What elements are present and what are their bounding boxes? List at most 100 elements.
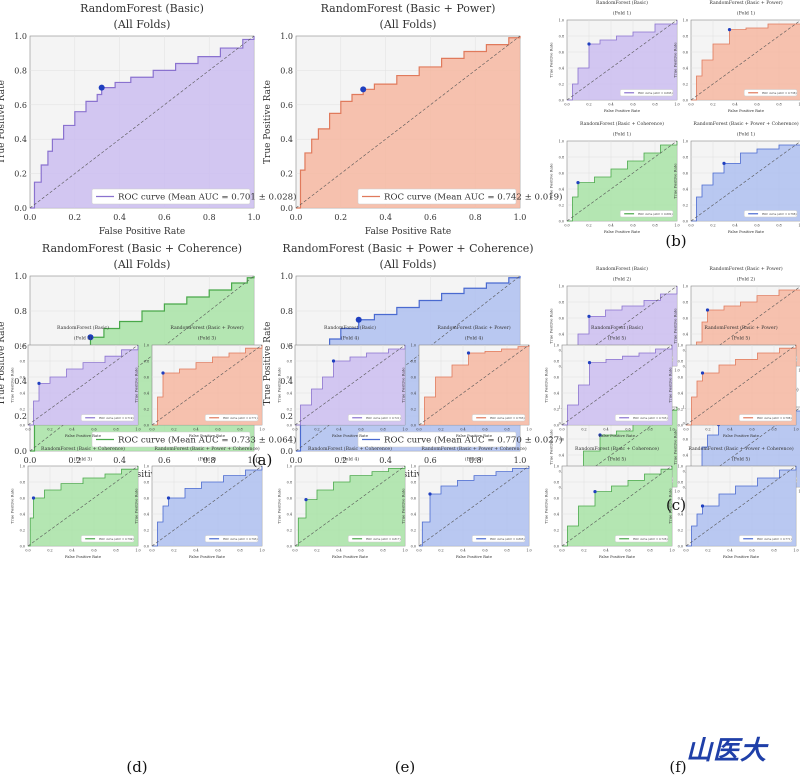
y-tick-label: 0.6 <box>144 375 149 379</box>
x-tick-label: 1.0 <box>674 103 679 107</box>
x-axis-label: False Positive Rate <box>332 433 369 438</box>
chart-subtitle: (Fold 4) <box>341 334 359 341</box>
x-tick-label: 0.4 <box>69 428 74 432</box>
chart-subtitle: (Fold 3) <box>74 455 92 462</box>
y-tick-label: 0.8 <box>287 480 292 484</box>
y-tick-label: 1.0 <box>144 343 149 347</box>
chart-title: RandomForest (Basic + Coherence) <box>575 445 659 452</box>
x-tick-label: 1.0 <box>248 213 261 222</box>
optimal-threshold-point <box>360 86 367 93</box>
roc-curve <box>567 20 678 101</box>
y-tick-label: 0.8 <box>20 480 25 484</box>
x-tick-label: 0.4 <box>603 549 608 553</box>
x-tick-label: 0.8 <box>203 456 216 465</box>
chance-diagonal <box>685 344 797 426</box>
x-tick-label: 0.8 <box>237 428 242 432</box>
x-tick-label: 0.2 <box>586 103 591 107</box>
x-axis-label: False Positive Rate <box>189 433 226 438</box>
y-tick-label: 0.4 <box>287 512 292 516</box>
x-axis-label: False Positive Rate <box>365 227 451 237</box>
x-tick-label: 0.6 <box>358 549 363 553</box>
chart-subtitle: (Fold 5) <box>608 455 626 462</box>
y-tick-label: 0.8 <box>280 66 293 75</box>
chart-title: RandomForest (Basic + Power) <box>704 324 777 331</box>
y-tick-label: 0.4 <box>411 391 416 395</box>
y-tick-label: 0.2 <box>559 82 564 86</box>
legend-box <box>619 89 674 97</box>
roc-chart-d-15: 0.00.0 0.2 0.2 0.4 0.4 0.6 0.6 0.8 0.8 1.0 1.0 Fals… <box>134 445 265 559</box>
x-tick-label: 0.8 <box>776 103 781 107</box>
x-tick-label: 0.6 <box>754 103 759 107</box>
y-tick-label: 0.4 <box>280 135 293 144</box>
x-tick-label: 0.0 <box>149 428 154 432</box>
y-tick-label: 0.6 <box>14 101 27 110</box>
y-tick-label: 0.6 <box>559 171 564 175</box>
y-tick-label: 0.8 <box>14 307 27 316</box>
roc-curve <box>30 36 255 209</box>
y-axis-label: True Positive Rate <box>263 80 273 164</box>
y-tick-label: 1.0 <box>678 464 683 468</box>
x-tick-label: 0.0 <box>559 428 564 432</box>
legend-box <box>91 188 251 205</box>
chart-subtitle: (All Folds) <box>380 258 437 271</box>
y-tick-label: 0.0 <box>554 544 559 548</box>
y-tick-label: 1.0 <box>559 139 564 143</box>
y-tick-label: 0.0 <box>20 544 25 548</box>
x-tick-label: 0.8 <box>380 428 385 432</box>
x-axis-label: False Positive Rate <box>456 433 493 438</box>
x-tick-label: 0.8 <box>113 549 118 553</box>
x-tick-label: 1.0 <box>402 428 407 432</box>
chance-diagonal <box>27 344 139 426</box>
x-tick-label: 1.0 <box>793 428 798 432</box>
optimal-threshold-point <box>161 371 165 375</box>
x-tick-label: 0.0 <box>292 428 297 432</box>
y-tick-label: 1.0 <box>554 343 559 347</box>
y-tick-label: 0.6 <box>287 375 292 379</box>
y-tick-label: 0.4 <box>411 512 416 516</box>
roc-curve <box>567 141 678 222</box>
x-tick-label: 1.0 <box>798 224 800 228</box>
y-tick-label: 0.2 <box>559 469 564 473</box>
y-tick-label: 1.0 <box>678 343 683 347</box>
y-tick-label: 0.4 <box>554 391 559 395</box>
x-tick-label: 0.6 <box>754 224 759 228</box>
legend-label: ROC curve (Mean AUC = 0.733 ± 0.064) <box>118 435 297 446</box>
roc-chart-e-18: 0.00.00.20.20.40.40.60.60.80.81.01.0Fals… <box>277 445 408 559</box>
chart-subtitle: (Fold 1) <box>613 130 631 137</box>
roc-curve <box>686 466 797 547</box>
y-tick-label: 1.0 <box>280 32 293 41</box>
y-tick-label: 0.6 <box>683 171 688 175</box>
legend-label: ROC curve (AUC = 0.682) <box>638 212 672 216</box>
y-tick-label: 0.0 <box>683 219 688 223</box>
y-tick-label: 0.2 <box>559 348 564 352</box>
x-tick-label: 0.6 <box>358 428 363 432</box>
y-axis-label: True Positive Rate <box>401 367 406 403</box>
legend-box <box>471 535 526 543</box>
y-tick-label: 1.0 <box>14 272 27 281</box>
roc-area <box>691 24 800 100</box>
x-tick-label: 0.4 <box>460 549 465 553</box>
chart-title: RandomForest (Basic + Power) <box>437 324 510 331</box>
y-tick-label: 0.2 <box>678 528 683 532</box>
y-axis-label: True Positive Rate <box>549 163 554 199</box>
legend-label: ROC curve (AUC = 0.771) <box>757 537 791 541</box>
x-tick-label: 1.0 <box>669 428 674 432</box>
y-tick-label: 1.0 <box>411 464 416 468</box>
chart-subtitle: (Fold 3) <box>198 334 216 341</box>
optimal-threshold-point <box>428 492 432 496</box>
x-tick-label: 1.0 <box>674 369 679 373</box>
legend-box <box>743 89 798 97</box>
optimal-threshold-point <box>587 361 592 365</box>
x-tick-label: 0.4 <box>732 103 737 107</box>
x-tick-label: 1.0 <box>798 490 800 494</box>
chart-subtitle: (Fold 5) <box>732 455 750 462</box>
optimal-threshold-point <box>87 334 94 341</box>
y-tick-label: 0.2 <box>20 528 25 532</box>
optimal-threshold-point <box>587 314 591 318</box>
y-tick-label: 0.2 <box>14 170 27 179</box>
x-tick-label: 0.4 <box>336 428 341 432</box>
x-tick-label: 0.8 <box>469 213 482 222</box>
y-tick-label: 0.2 <box>411 528 416 532</box>
x-tick-label: 0.6 <box>215 549 220 553</box>
chance-diagonal <box>151 465 263 547</box>
